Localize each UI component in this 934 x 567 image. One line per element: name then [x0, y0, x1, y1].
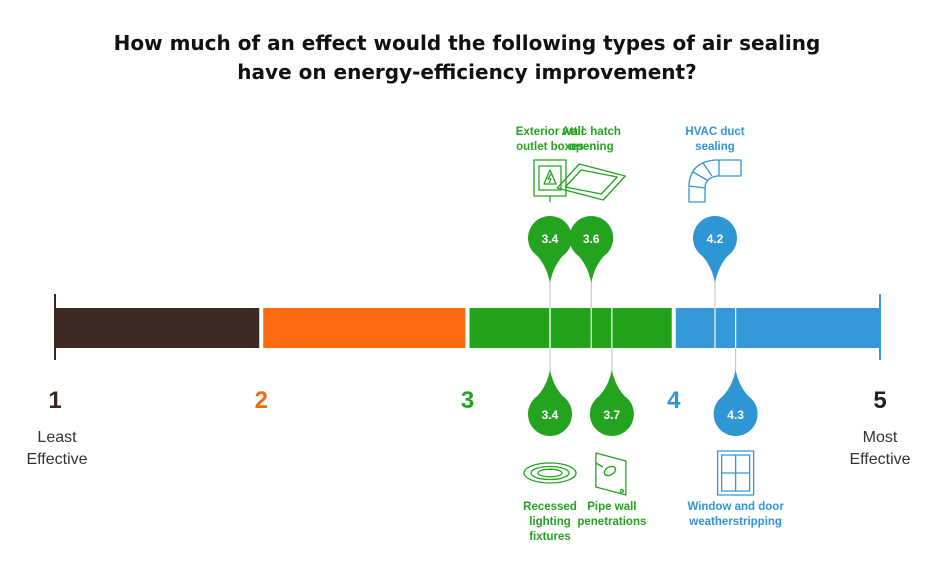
scale-segment-4 — [675, 308, 880, 348]
attic-hatch-icon — [556, 163, 626, 201]
scale-segment-2 — [263, 308, 466, 348]
points-below: 3.4 Recessed lighting fixtures 3.7 Pipe wall p… — [523, 308, 784, 543]
pipe-wall-icon — [595, 452, 627, 496]
category-label-line-2: penetrations — [577, 516, 646, 528]
category-label-line-1: Pipe wall — [587, 501, 636, 513]
value-label: 3.4 — [542, 408, 559, 422]
points-above: 3.4 Exterior wall outlet boxes 3.6 Attic hat… — [516, 126, 745, 348]
category-label-line-2: outlet boxes — [516, 141, 584, 153]
value-label: 4.3 — [727, 408, 744, 422]
scale-end-labels: Least Effective Most Effective — [26, 429, 910, 468]
window-icon — [716, 450, 755, 496]
scale-segment-3 — [469, 308, 672, 348]
category-label-line-2: sealing — [695, 141, 735, 153]
category-label-line-2: lighting — [529, 516, 571, 528]
value-label: 4.2 — [707, 232, 724, 246]
most-effective-label-line-1: Most — [863, 429, 898, 446]
value-label: 3.6 — [583, 232, 600, 246]
least-effective-label-line-2: Effective — [26, 451, 87, 468]
point-below-2: 3.7 Pipe wall penetrations — [577, 308, 646, 528]
point-below-3: 4.3 Window and door weatherstripping — [687, 308, 784, 528]
category-label-line-1: HVAC duct — [685, 126, 744, 138]
duct-icon — [688, 159, 742, 203]
chart-title-line-1: How much of an effect would the followin… — [114, 31, 821, 55]
value-marker — [528, 370, 572, 436]
chart-title-line-2: have on energy-efficiency improvement? — [237, 60, 696, 84]
point-above-3: 4.2 HVAC duct sealing — [685, 126, 745, 348]
point-above-2: 3.6 Attic hatch opening — [556, 126, 626, 348]
scale-bar — [54, 294, 881, 360]
point-below-1: 3.4 Recessed lighting fixtures — [523, 308, 577, 543]
tick-label-3: 3 — [461, 387, 474, 414]
category-label-line-2: opening — [569, 141, 614, 153]
scale-segment-1 — [55, 308, 260, 348]
value-label: 3.7 — [604, 408, 621, 422]
point-above-1: 3.4 Exterior wall outlet boxes — [516, 126, 584, 348]
tick-label-5: 5 — [873, 387, 886, 414]
value-marker — [589, 370, 634, 436]
recessed-light-icon — [523, 462, 577, 484]
tick-label-4: 4 — [667, 387, 681, 414]
scale-ticks: 1 2 3 4 5 — [48, 387, 886, 414]
value-marker — [528, 215, 572, 283]
tick-label-2: 2 — [255, 387, 268, 414]
value-label: 3.4 — [542, 232, 559, 246]
category-label-line-1: Attic hatch — [562, 126, 621, 138]
category-label-line-3: fixtures — [529, 531, 571, 543]
category-label-line-1: Exterior wall — [516, 126, 584, 138]
outlet-box-icon — [533, 159, 567, 202]
most-effective-label-line-2: Effective — [849, 451, 910, 468]
category-label-line-1: Recessed — [523, 501, 577, 513]
category-label-line-2: weatherstripping — [688, 516, 782, 528]
value-marker — [693, 215, 737, 283]
tick-label-1: 1 — [48, 387, 61, 414]
value-marker — [569, 215, 614, 283]
category-label-line-1: Window and door — [687, 501, 784, 513]
value-marker — [713, 370, 758, 436]
least-effective-label-line-1: Least — [37, 429, 77, 446]
